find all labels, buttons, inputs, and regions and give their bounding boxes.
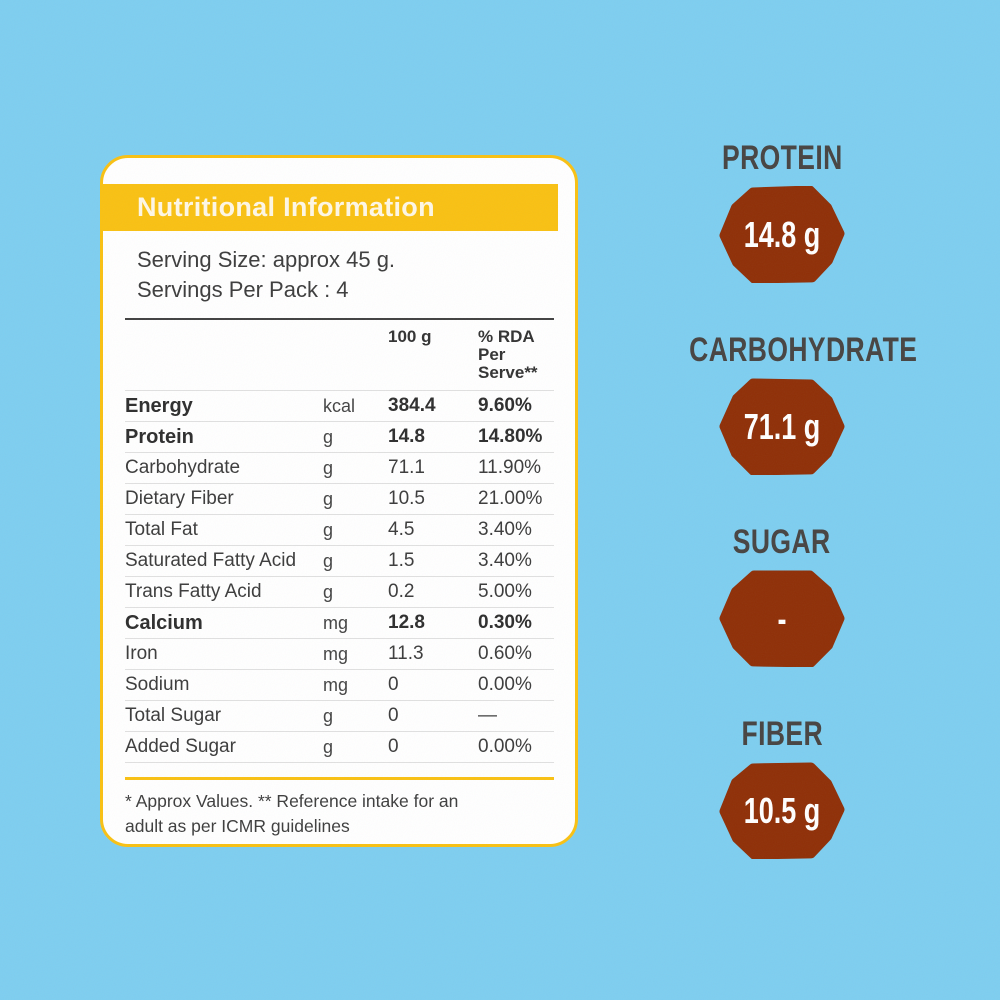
nutrient-amount: 384.4: [388, 395, 436, 416]
badge-carbohydrate: CARBOHYDRATE 71.1 g: [657, 332, 917, 475]
table-row: Iron mg 11.3 0.60%: [125, 639, 554, 670]
nutrient-amount: 71.1: [388, 457, 425, 478]
nutrient-amount: 0: [388, 705, 399, 726]
badge-fiber-value: 10.5 g: [743, 789, 821, 831]
nutrient-name: Carbohydrate: [125, 457, 241, 478]
nutrition-card: Nutritional Information Serving Size: ap…: [100, 155, 578, 847]
nutrient-name: Energy: [125, 395, 193, 417]
nutrient-rda: 0.60%: [478, 643, 532, 664]
servings-per-pack-text: Servings Per Pack : 4: [137, 277, 349, 302]
table-row: Sodium mg 0 0.00%: [125, 670, 554, 701]
badge-fiber-label: FIBER: [741, 715, 823, 753]
badge-sugar-value: -: [777, 597, 787, 639]
card-header-band: Nutritional Information: [103, 184, 558, 231]
nutrient-name: Protein: [125, 426, 194, 448]
badge-sugar-shape: -: [719, 570, 845, 667]
nutrient-rda: 11.90%: [478, 457, 542, 478]
nutrient-name: Saturated Fatty Acid: [125, 550, 297, 571]
badge-sugar: SUGAR -: [657, 524, 907, 667]
footnote-text: * Approx Values. ** Reference intake for…: [125, 791, 459, 836]
table-row: Calcium mg 12.8 0.30%: [125, 608, 554, 639]
nutrient-badges: PROTEIN 14.8 g CARBOHYDRATE 71.1 g SUGAR: [657, 0, 917, 1000]
table-row: Added Sugar g 0 0.00%: [125, 732, 554, 763]
nutrient-name: Iron: [125, 643, 158, 664]
nutrient-unit: g: [323, 706, 334, 726]
serving-size-text: Serving Size: approx 45 g.: [137, 247, 396, 272]
col-header-rda: % RDA Per Serve**: [478, 327, 538, 382]
badge-carbohydrate-shape: 71.1 g: [719, 378, 845, 475]
nutrient-name: Added Sugar: [125, 736, 236, 757]
nutrient-amount: 0: [388, 674, 399, 695]
badge-protein-label: PROTEIN: [721, 139, 843, 177]
nutrient-amount: 0.2: [388, 581, 415, 602]
nutrient-rda: 0.30%: [478, 612, 532, 633]
table-row: Total Sugar g 0 —: [125, 701, 554, 732]
table-header-row: 100 g % RDA Per Serve**: [125, 320, 554, 391]
nutrient-unit: g: [323, 427, 334, 447]
nutrient-unit: g: [323, 520, 334, 540]
nutrient-amount: 1.5: [388, 550, 415, 571]
card-title: Nutritional Information: [137, 192, 435, 222]
nutrient-amount: 12.8: [388, 612, 425, 633]
nutrient-unit: g: [323, 582, 334, 602]
table-row: Trans Fatty Acid g 0.2 5.00%: [125, 577, 554, 608]
badge-protein-value: 14.8 g: [743, 213, 821, 255]
badge-fiber-shape: 10.5 g: [719, 762, 845, 859]
nutrient-amount: 11.3: [388, 643, 424, 664]
nutrient-unit: kcal: [323, 396, 356, 416]
table-row: Dietary Fiber g 10.5 21.00%: [125, 484, 554, 515]
nutrient-amount: 0: [388, 736, 399, 757]
nutrient-unit: mg: [323, 644, 349, 664]
col-header-amount: 100 g: [388, 327, 432, 346]
nutrient-unit: mg: [323, 613, 349, 633]
nutrient-rda: 9.60%: [478, 395, 532, 416]
badge-sugar-label: SUGAR: [733, 523, 831, 561]
nutrient-unit: g: [323, 737, 334, 757]
badge-protein: PROTEIN 14.8 g: [657, 140, 907, 283]
badge-carbohydrate-value: 71.1 g: [743, 405, 821, 447]
table-row: Carbohydrate g 71.1 11.90%: [125, 453, 554, 484]
nutrient-rda: 21.00%: [478, 488, 543, 509]
nutrient-rda: 5.00%: [478, 581, 532, 602]
badge-protein-shape: 14.8 g: [719, 186, 845, 283]
nutrient-amount: 10.5: [388, 488, 425, 509]
table-row: Protein g 14.8 14.80%: [125, 422, 554, 453]
badge-carbohydrate-label: CARBOHYDRATE: [689, 331, 918, 369]
footnote-divider: [125, 777, 554, 780]
nutrient-unit: g: [323, 458, 334, 478]
card-top-strip: [103, 158, 575, 184]
serving-info: Serving Size: approx 45 g. Servings Per …: [137, 245, 541, 305]
nutrient-rda: 0.00%: [478, 736, 532, 757]
table-row: Total Fat g 4.5 3.40%: [125, 515, 554, 546]
nutrient-name: Trans Fatty Acid: [125, 581, 262, 602]
nutrient-rda: 3.40%: [478, 519, 532, 540]
nutrient-unit: mg: [323, 675, 349, 695]
nutrient-unit: g: [323, 489, 334, 509]
table-row: Saturated Fatty Acid g 1.5 3.40%: [125, 546, 554, 577]
nutrient-name: Dietary Fiber: [125, 488, 234, 509]
table-row: Energy kcal 384.4 9.60%: [125, 391, 554, 422]
nutrient-rda: 0.00%: [478, 674, 532, 695]
nutrient-rda: 14.80%: [478, 426, 543, 447]
nutrient-rda: 3.40%: [478, 550, 532, 571]
nutrient-amount: 4.5: [388, 519, 415, 540]
nutrient-name: Calcium: [125, 612, 203, 634]
col-header-unit: [323, 328, 388, 382]
nutrient-amount: 14.8: [388, 426, 425, 447]
nutrient-rda: —: [478, 705, 497, 726]
nutrient-name: Total Fat: [125, 519, 198, 540]
nutrient-name: Sodium: [125, 674, 190, 695]
col-header-nutrient: [125, 328, 323, 382]
nutrition-table: 100 g % RDA Per Serve** Energy kcal 384.…: [125, 318, 554, 763]
nutrient-name: Total Sugar: [125, 705, 222, 726]
nutrient-unit: g: [323, 551, 334, 571]
badge-fiber: FIBER 10.5 g: [657, 716, 907, 859]
